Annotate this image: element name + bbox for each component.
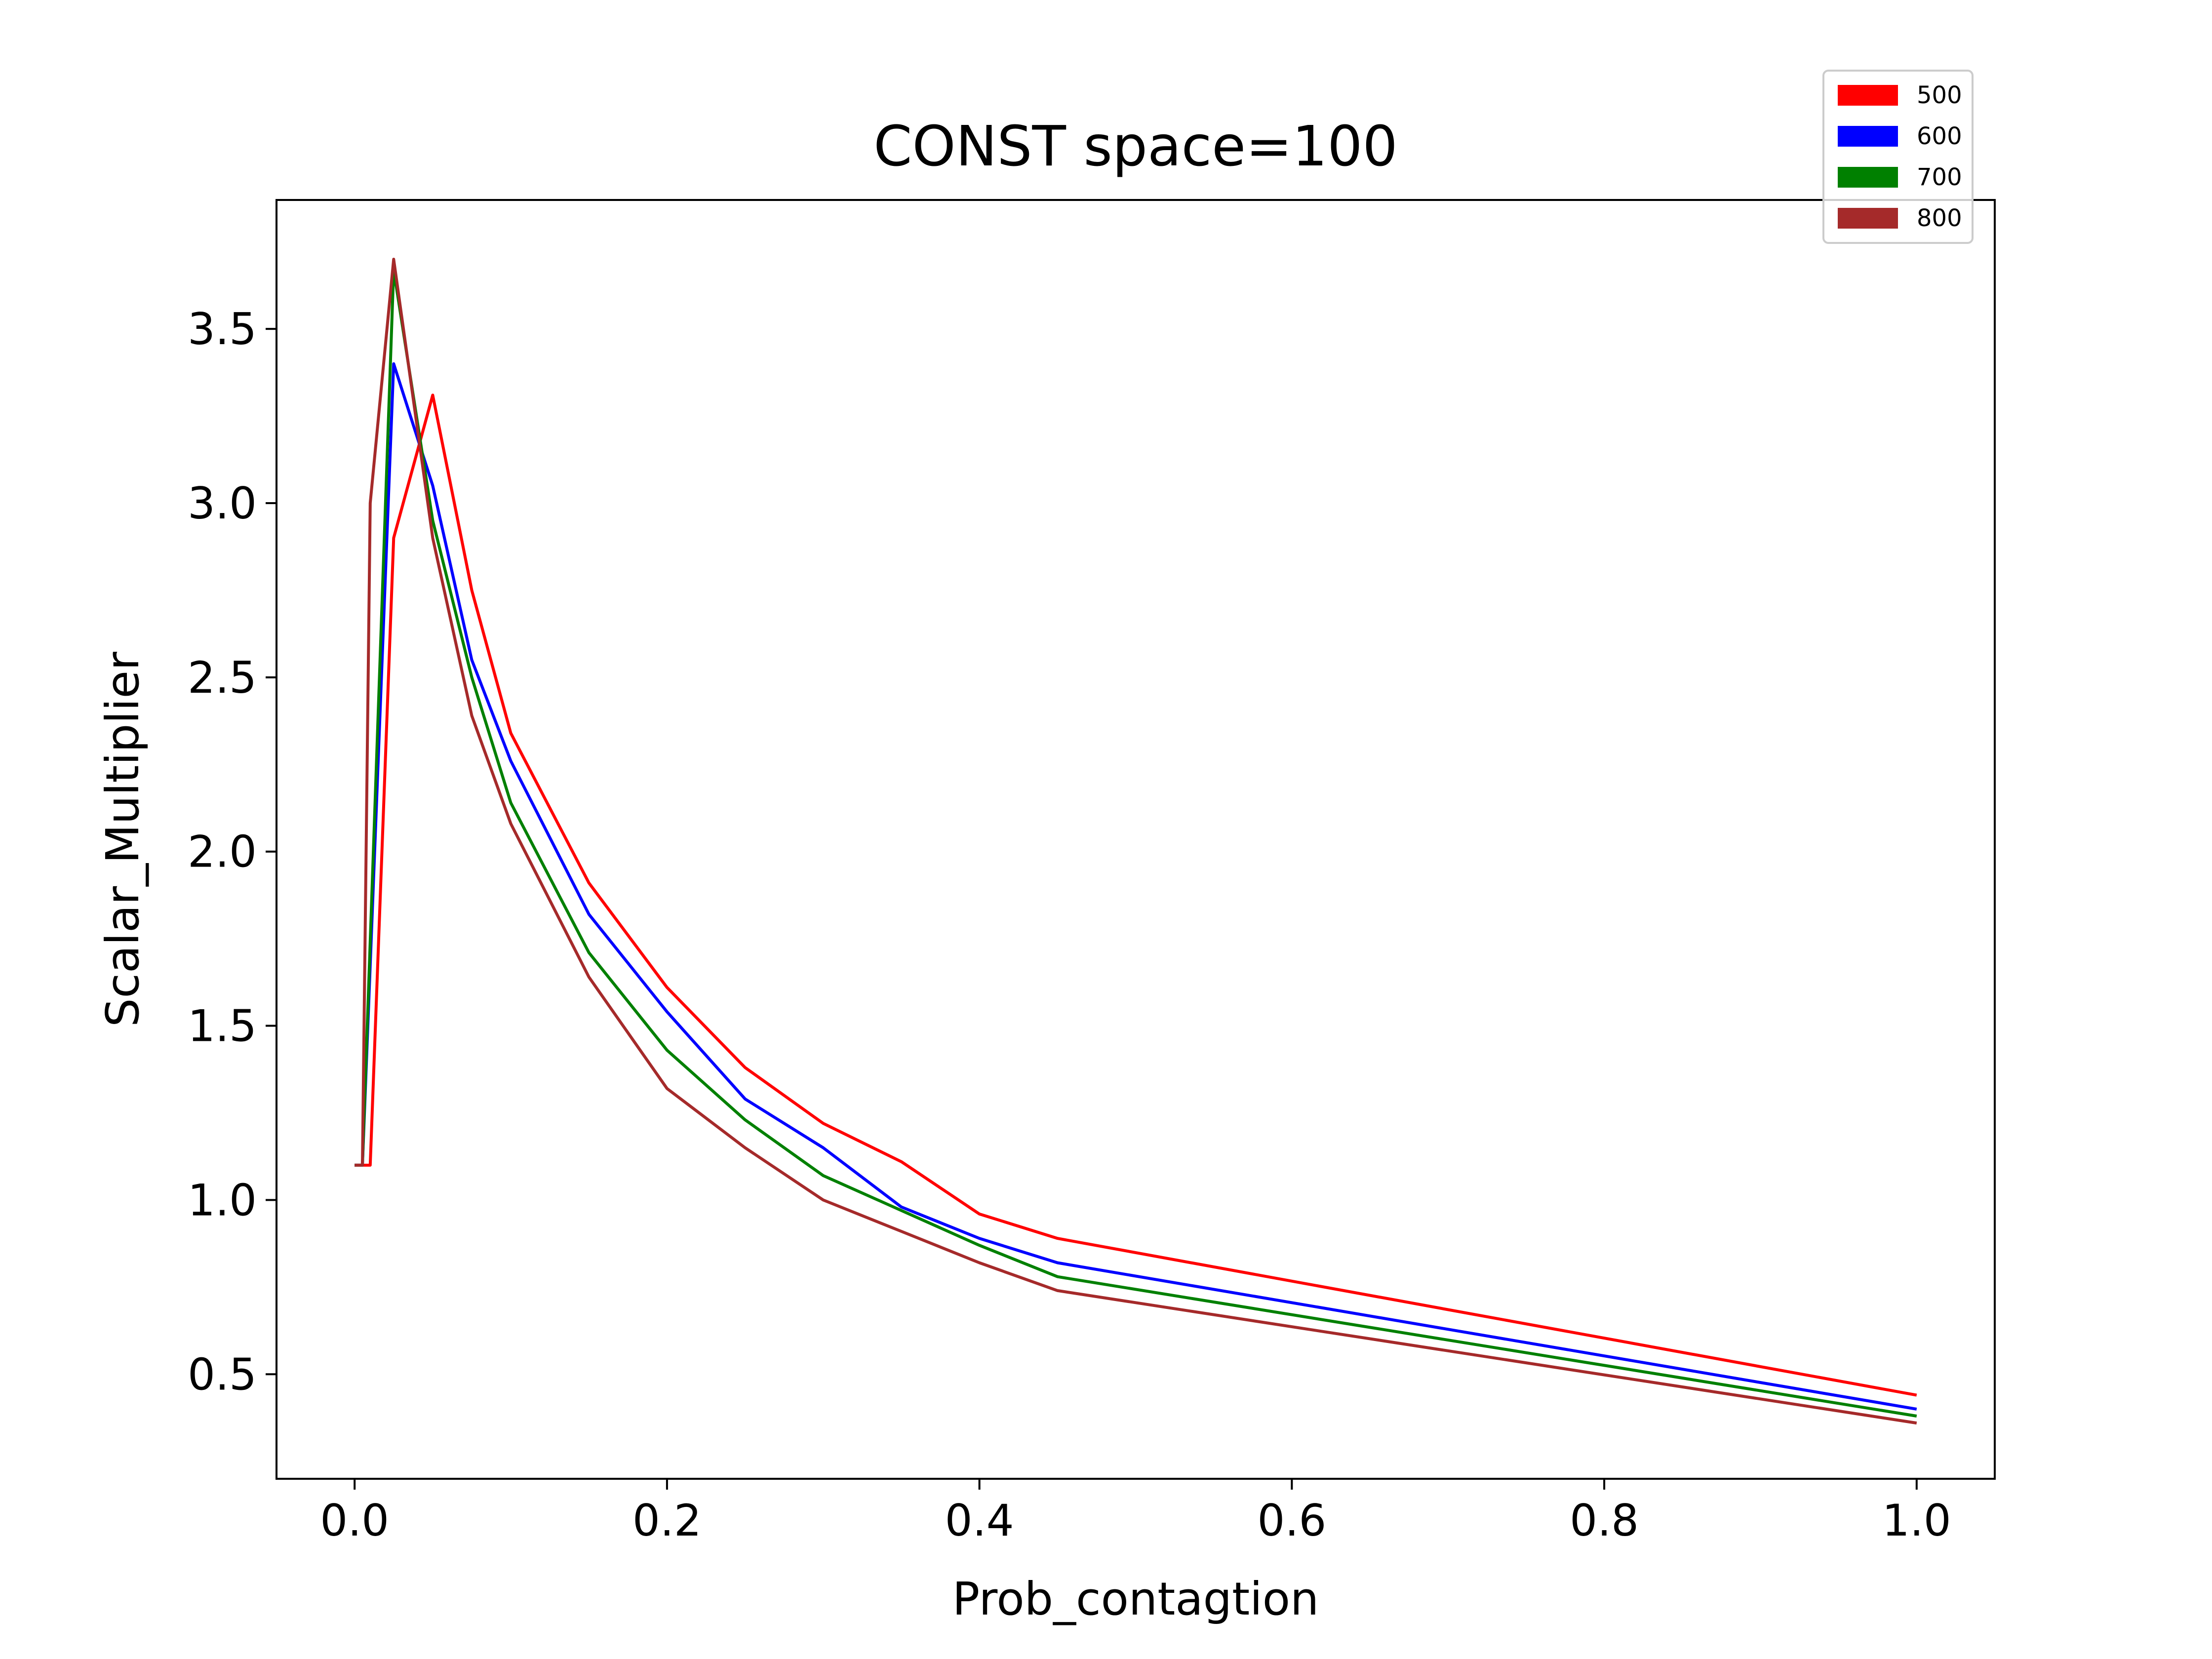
- legend-swatch-600: [1838, 126, 1898, 147]
- x-tick-label: 0.8: [1570, 1495, 1639, 1546]
- y-axis-label: Scalar_Multiplier: [96, 652, 149, 1027]
- y-tick-label: 3.0: [188, 478, 257, 529]
- y-tick-label: 0.5: [188, 1349, 257, 1400]
- x-tick-label: 0.4: [945, 1495, 1014, 1546]
- legend-swatch-800: [1838, 208, 1898, 229]
- series-line-500: [355, 394, 1917, 1397]
- x-tick-label: 0.0: [320, 1495, 389, 1546]
- plot-frame: [276, 199, 1996, 1480]
- legend-label-500: 500: [1917, 81, 1962, 109]
- series-line-600: [355, 362, 1917, 1411]
- x-tick-label: 0.6: [1257, 1495, 1326, 1546]
- legend: 500 600 700 800: [1822, 70, 1974, 244]
- y-axis: 0.5 1.0 1.5 2.0 2.5 3.0 3.5: [188, 304, 276, 1400]
- legend-label-800: 800: [1917, 204, 1962, 232]
- plot-area: [276, 199, 1996, 1480]
- y-tick-label: 1.5: [188, 1001, 257, 1052]
- legend-swatch-700: [1838, 167, 1898, 188]
- x-axis: 0.0 0.2 0.4 0.6 0.8 1.0: [320, 1479, 1951, 1546]
- series-line-800: [355, 258, 1917, 1425]
- series-group: [355, 258, 1917, 1425]
- legend-label-600: 600: [1917, 122, 1962, 150]
- y-tick-label: 2.0: [188, 827, 257, 877]
- x-axis-label: Prob_contagtion: [952, 1573, 1319, 1625]
- y-tick-label: 3.5: [188, 304, 257, 355]
- y-tick-label: 1.0: [188, 1175, 257, 1225]
- x-tick-label: 1.0: [1882, 1495, 1951, 1546]
- legend-swatch-500: [1838, 85, 1898, 106]
- legend-label-700: 700: [1917, 163, 1962, 191]
- chart-title: CONST space=100: [873, 115, 1397, 179]
- legend-frame: [1822, 70, 1974, 244]
- x-tick-label: 0.2: [632, 1495, 702, 1546]
- y-tick-label: 2.5: [188, 652, 257, 703]
- legend-items: 500 600 700 800: [1838, 81, 1962, 232]
